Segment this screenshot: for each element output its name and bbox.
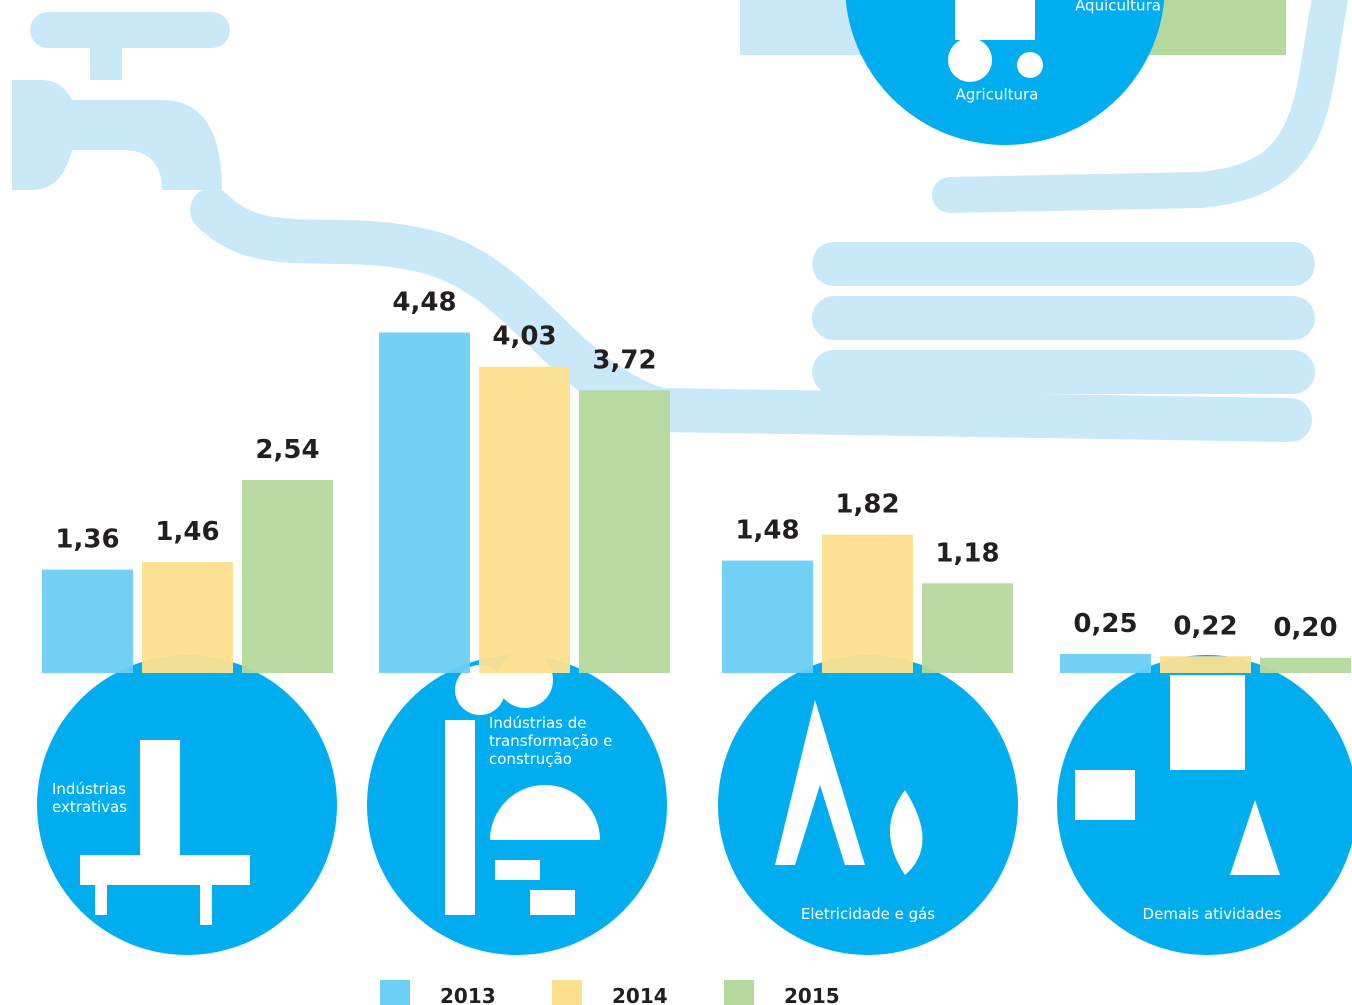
category-label: Demais atividades bbox=[1107, 905, 1317, 923]
value-label: 0,20 bbox=[1273, 613, 1337, 643]
value-label: 1,18 bbox=[935, 538, 999, 568]
legend-label: 2015 bbox=[784, 984, 840, 1005]
value-label: 4,03 bbox=[492, 322, 556, 352]
bar bbox=[379, 333, 470, 673]
value-label: 2,54 bbox=[255, 435, 319, 465]
bar bbox=[722, 561, 813, 673]
legend-swatch bbox=[380, 980, 410, 1005]
decoration bbox=[12, 0, 1352, 955]
value-label: 4,48 bbox=[392, 288, 456, 318]
bar bbox=[142, 562, 233, 673]
category-label: Eletricidade e gás bbox=[768, 905, 968, 923]
annotation: Aquicultura bbox=[1075, 0, 1161, 15]
bar bbox=[1260, 658, 1351, 673]
value-label: 1,46 bbox=[155, 517, 219, 547]
value-label: 0,25 bbox=[1073, 609, 1137, 639]
value-label: 0,22 bbox=[1173, 611, 1237, 641]
bar bbox=[42, 570, 133, 673]
annotation: Agricultura bbox=[956, 86, 1039, 104]
legend-label: 2014 bbox=[612, 984, 668, 1005]
bar bbox=[479, 367, 570, 673]
legend-swatch bbox=[552, 980, 582, 1005]
value-label: 1,36 bbox=[55, 525, 119, 555]
infographic: Aquicultura Agricultura 1,36 4,48 1,48 0,25… bbox=[0, 0, 1352, 1005]
value-label: 1,48 bbox=[735, 516, 799, 546]
bar bbox=[822, 535, 913, 673]
category-label: Indústrias de transformação e construção bbox=[489, 714, 634, 768]
bar bbox=[579, 390, 670, 673]
bar bbox=[1160, 656, 1251, 673]
value-label: 1,82 bbox=[835, 490, 899, 520]
bar bbox=[1060, 654, 1151, 673]
legend-label: 2013 bbox=[440, 984, 496, 1005]
chart: Aquicultura Agricultura 1,36 4,48 1,48 0,25… bbox=[0, 0, 1352, 1005]
value-label: 3,72 bbox=[592, 345, 656, 375]
bar bbox=[922, 583, 1013, 673]
legend-swatch bbox=[724, 980, 754, 1005]
category-label: Indústrias extrativas bbox=[52, 780, 142, 816]
bar bbox=[242, 480, 333, 673]
